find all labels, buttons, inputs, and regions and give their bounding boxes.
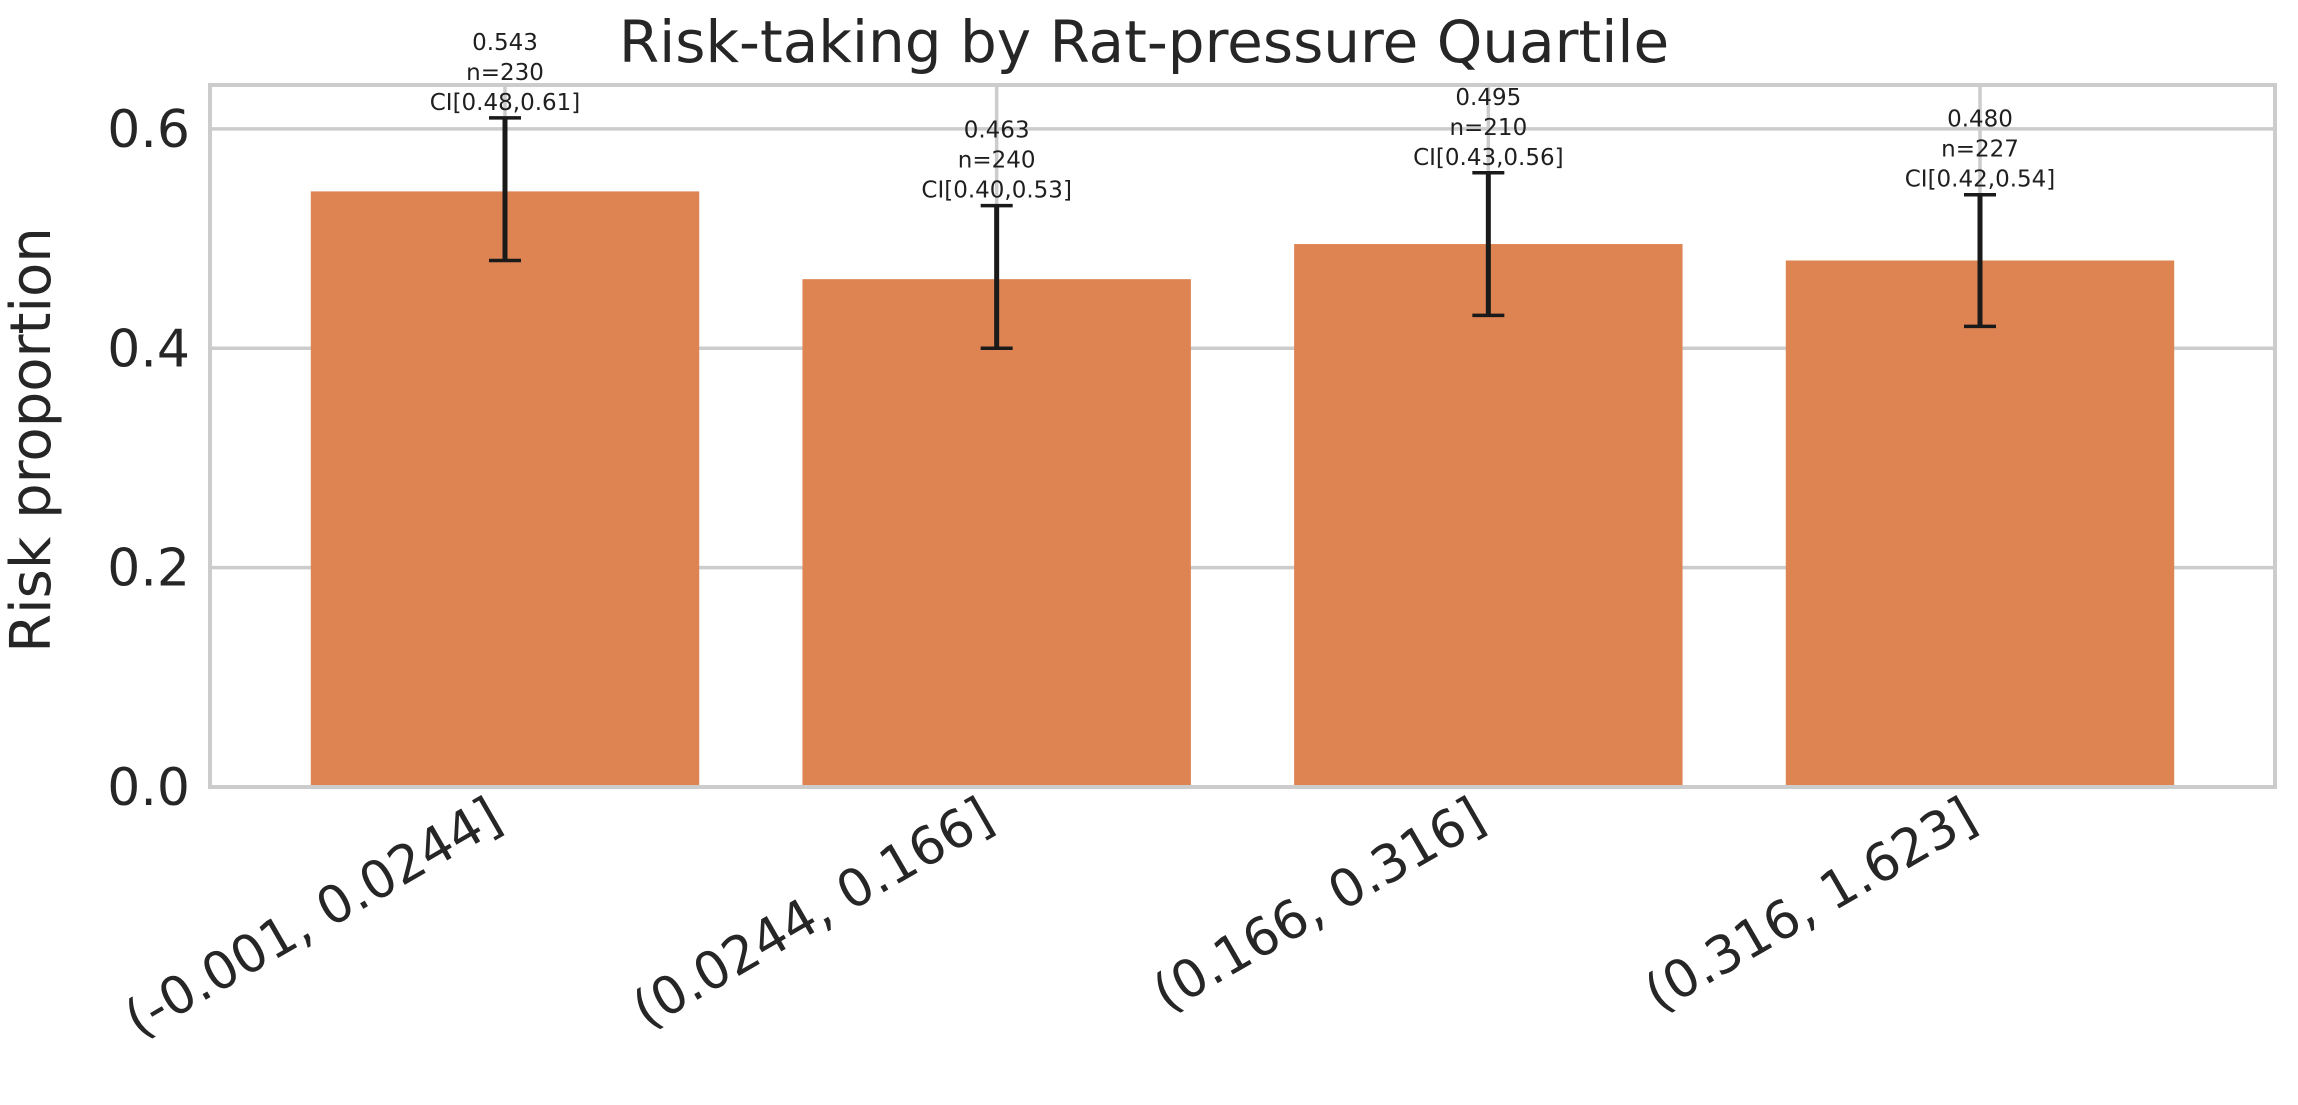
annotations-layer: 0.543 n=230 CI[0.48,0.61] 0.463 n=240 CI[0.40… xyxy=(430,30,2056,204)
bar xyxy=(1294,244,1683,787)
x-tick-label: (0.166, 0.316] xyxy=(1143,786,1495,1024)
data-label: n=227 xyxy=(1941,137,2019,163)
data-label: 0.480 xyxy=(1947,107,2013,133)
x-tick-label: (0.0244, 0.166] xyxy=(623,786,1003,1040)
data-label: 0.463 xyxy=(964,118,1030,144)
x-tick-label: (0.316, 1.623] xyxy=(1635,786,1987,1024)
y-tick-label: 0.6 xyxy=(107,100,190,160)
bars-layer xyxy=(310,191,2175,788)
data-label: CI[0.42,0.54] xyxy=(1905,167,2056,193)
bar xyxy=(1785,260,2175,787)
data-label: CI[0.40,0.53] xyxy=(921,178,1072,204)
data-label: n=240 xyxy=(958,148,1036,174)
bar xyxy=(802,279,1191,787)
errorbars-layer xyxy=(489,116,1996,350)
bar xyxy=(310,191,700,788)
y-tick-label: 0.4 xyxy=(107,319,190,379)
data-label: n=230 xyxy=(466,60,544,86)
data-label: 0.543 xyxy=(472,30,538,56)
y-tick-label: 0.0 xyxy=(107,758,190,818)
chart-title: Risk-taking by Rat-pressure Quartile xyxy=(619,8,1669,76)
plot-frame xyxy=(208,83,2277,789)
x-tick-label: (-0.001, 0.0244] xyxy=(115,786,512,1050)
y-tick-label: 0.2 xyxy=(107,539,190,599)
data-label: 0.495 xyxy=(1455,85,1521,111)
data-label: n=210 xyxy=(1449,115,1527,141)
data-label: CI[0.43,0.56] xyxy=(1413,145,1564,171)
data-label: CI[0.48,0.61] xyxy=(430,90,581,116)
y-axis-label: Risk proportion xyxy=(0,227,64,653)
